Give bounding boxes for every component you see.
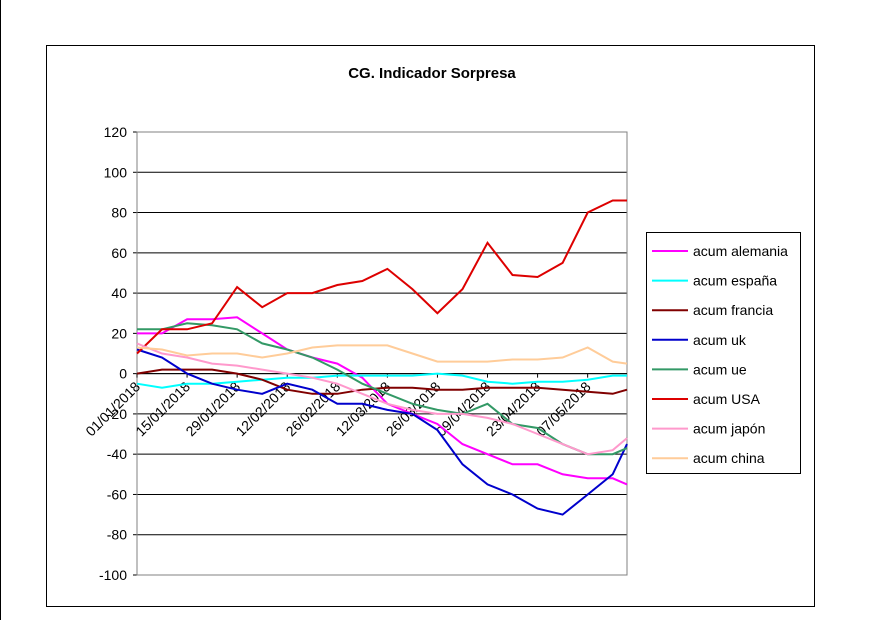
y-tick-label: 80 xyxy=(111,205,127,221)
legend-label: acum china xyxy=(693,450,765,466)
series-line xyxy=(136,199,627,355)
y-tick-label: 120 xyxy=(104,124,128,140)
y-tick-label: 40 xyxy=(111,285,127,301)
legend-label: acum españa xyxy=(693,273,777,289)
y-tick-label: 60 xyxy=(111,245,127,261)
chart-title: CG. Indicador Sorpresa xyxy=(348,65,516,82)
y-tick-label: 20 xyxy=(111,325,127,341)
series-line xyxy=(136,344,628,365)
legend-label: acum francia xyxy=(693,302,773,318)
legend-label: acum uk xyxy=(693,332,747,348)
legend-label: acum japón xyxy=(693,421,765,437)
y-tick-label: 0 xyxy=(119,366,127,382)
y-tick-label: -60 xyxy=(107,486,127,502)
legend-label: acum USA xyxy=(693,391,761,407)
y-tick-label: -20 xyxy=(107,406,127,422)
y-tick-label: 100 xyxy=(104,164,128,180)
y-tick-label: -100 xyxy=(99,567,127,583)
series-line xyxy=(137,322,628,456)
y-tick-label: -40 xyxy=(107,446,127,462)
series-line xyxy=(136,368,628,395)
y-tick-label: -80 xyxy=(107,527,127,543)
legend-box xyxy=(646,232,801,474)
legend-label: acum ue xyxy=(693,361,747,377)
series-line xyxy=(136,342,628,456)
series-line xyxy=(136,348,628,516)
series-line xyxy=(136,372,627,389)
legend-label: acum alemania xyxy=(693,243,788,259)
